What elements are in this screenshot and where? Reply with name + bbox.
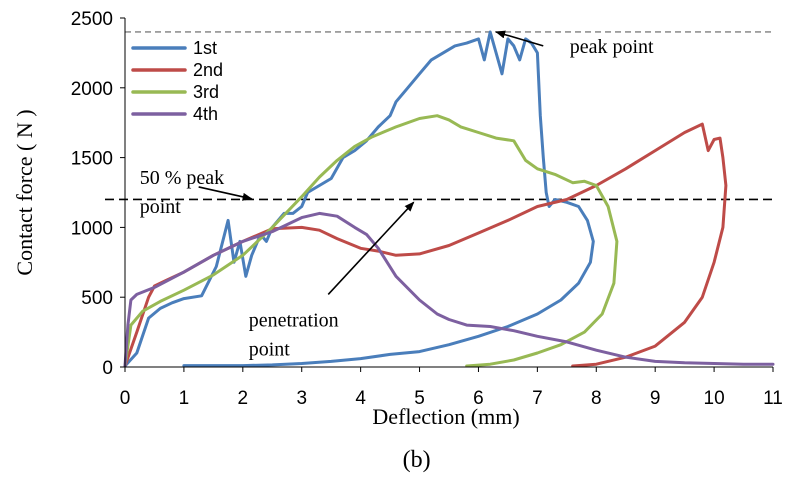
x-tick-label-11: 11 (763, 388, 783, 409)
annotation-arrow-3 (327, 201, 415, 295)
x-tick-label-7: 7 (532, 388, 543, 409)
legend-label-2: 2nd (193, 60, 223, 80)
x-tick-label-6: 6 (473, 388, 484, 409)
x-tick-label-10: 10 (704, 388, 725, 409)
y-tick-label-4: 2000 (71, 79, 113, 100)
tick-labels: 0 500 1000 1500 2000 2500 0 1 2 3 4 5 6 7 8 9 10 11 (71, 9, 783, 409)
legend-label-1: 1st (193, 38, 217, 58)
legend-label-4: 4th (193, 104, 218, 124)
y-tick-label-5: 2500 (71, 9, 113, 30)
y-axis-label: Contact force ( N ) (12, 109, 37, 275)
plot-area (125, 18, 773, 367)
series-line-4 (123, 211, 775, 368)
x-tick-label-3: 3 (296, 388, 307, 409)
annotation-text-3-line1: penetration (249, 310, 339, 332)
annotations: peak point 50 % peak point penetration point (140, 30, 654, 361)
annotation-text-2-line1: 50 % peak (140, 167, 224, 189)
reference-lines (105, 31, 773, 201)
series-line-3 (123, 114, 619, 368)
annotation-arrow-1 (495, 30, 544, 47)
x-tick-label-9: 9 (650, 388, 661, 409)
x-axis-label: Deflection (mm) (372, 404, 519, 429)
series-layer (123, 30, 775, 368)
axes (120, 17, 774, 372)
x-tick-label-0: 0 (120, 388, 131, 409)
legend-label-3: 3rd (193, 82, 219, 102)
x-tick-label-1: 1 (179, 388, 190, 409)
annotation-text-1: peak point (570, 36, 654, 58)
annotation-text-3-line2: point (249, 339, 291, 361)
x-tick-label-5: 5 (414, 388, 425, 409)
x-tick-label-2: 2 (238, 388, 249, 409)
x-tick-label-8: 8 (591, 388, 602, 409)
series-line-1 (123, 30, 595, 368)
y-tick-label-3: 1500 (71, 149, 113, 170)
annotation-arrow-2 (198, 186, 253, 201)
annotation-text-2-line2: point (140, 196, 182, 218)
x-tick-label-4: 4 (355, 388, 366, 409)
y-tick-label-1: 500 (81, 288, 113, 309)
y-tick-label-0: 0 (102, 358, 113, 379)
y-tick-label-2: 1000 (71, 218, 113, 239)
figure-caption: (b) (403, 447, 431, 473)
